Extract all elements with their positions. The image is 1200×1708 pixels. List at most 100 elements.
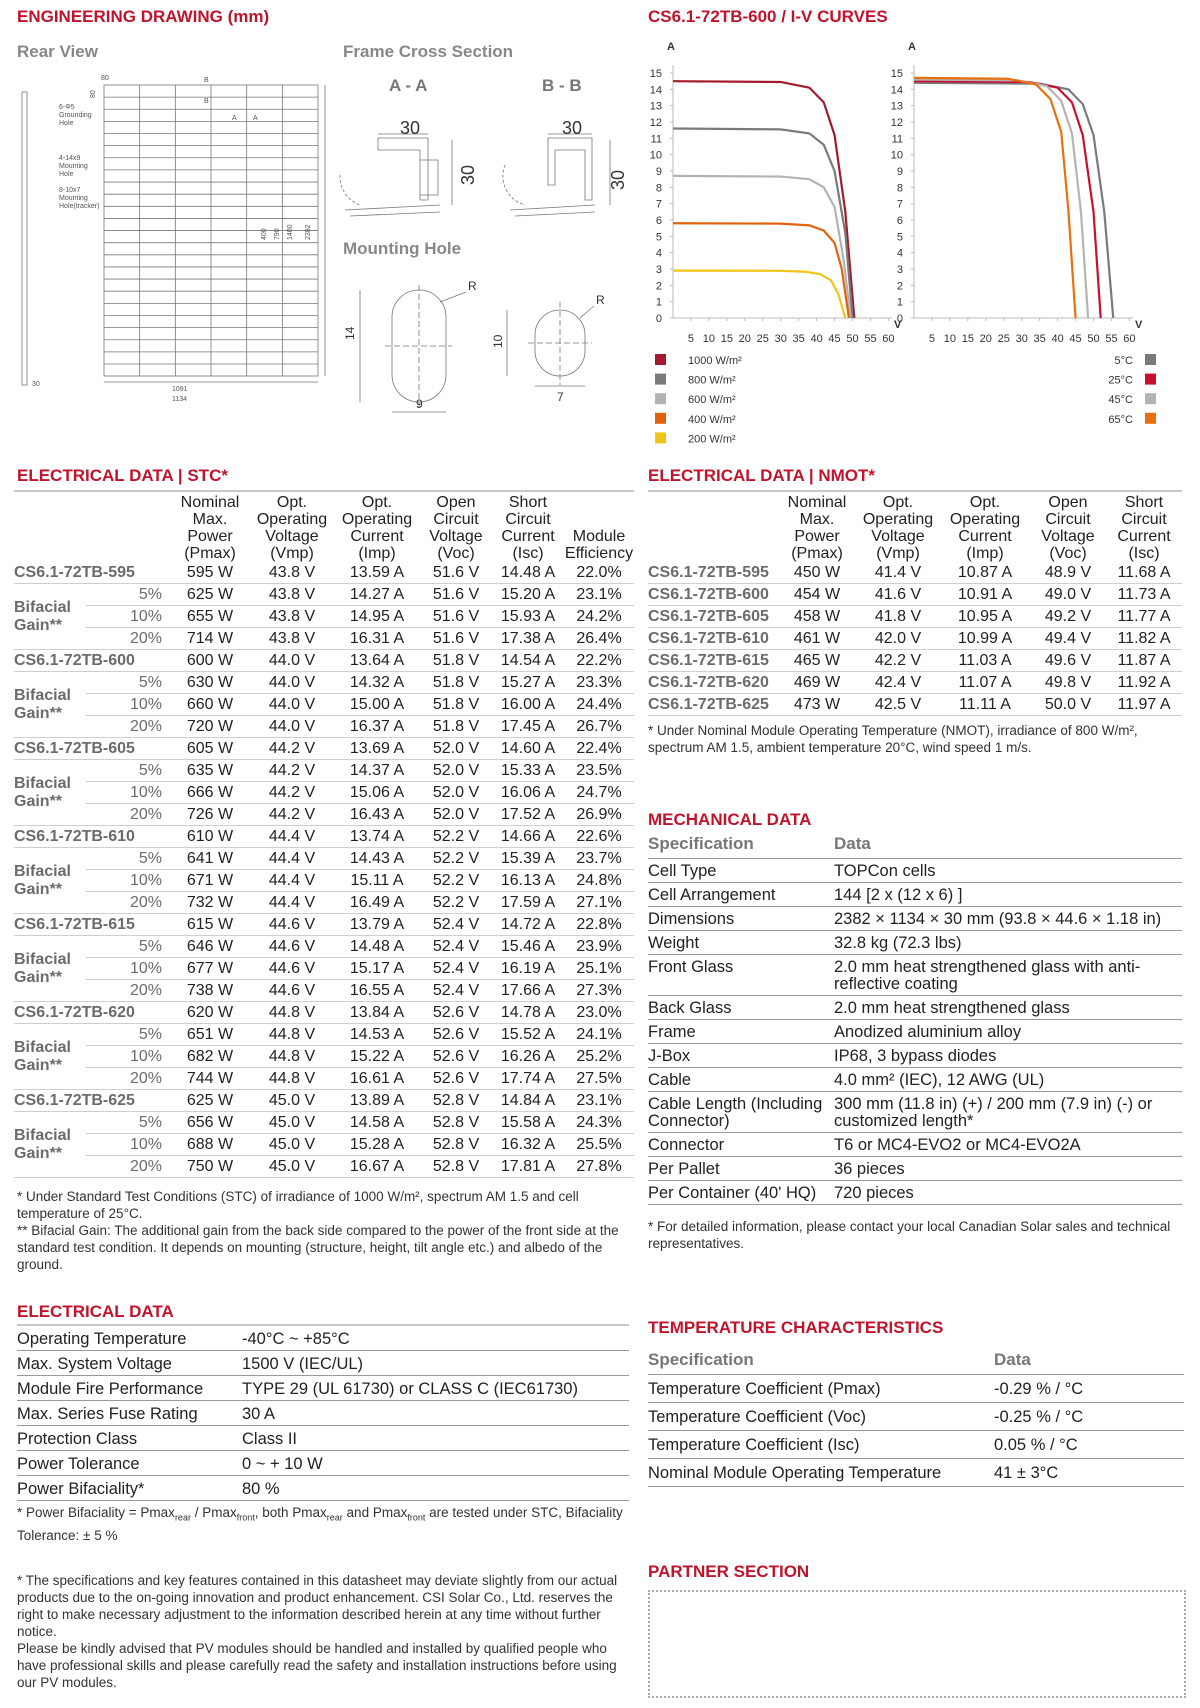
cell: 14.58 A: [334, 1111, 420, 1134]
row: Cable 4.0 mm² (IEC), 12 AWG (UL): [648, 1067, 1182, 1092]
header-line: Circuit: [505, 511, 551, 528]
cell: 42.2 V: [856, 649, 940, 672]
y-tick-label: 5: [897, 231, 903, 243]
header-line: Circuit: [1121, 511, 1167, 528]
cell: 11.03 A: [940, 649, 1030, 672]
cell: 26.7%: [564, 715, 634, 738]
drawing-label: 4-14x9: [59, 155, 81, 162]
header-line: Circuit: [433, 511, 479, 528]
gain-row: 10% 682 W 44.8 V 15.22 A 52.6 V 16.26 A 25.2%: [14, 1045, 634, 1068]
row: CS6.1-72TB-595 450 W 41.4 V 10.87 A 48.9 V 11…: [648, 562, 1182, 584]
cell: 16.37 A: [334, 715, 420, 738]
x-tick-label: 30: [775, 333, 787, 345]
cell: 13.74 A: [334, 825, 420, 848]
cell: 26.9%: [564, 803, 634, 826]
cell: 16.06 A: [492, 781, 564, 804]
legend-swatch: [655, 412, 666, 424]
y-tick-label: 10: [891, 150, 903, 162]
gain-row: Bifacial Gain** 5% 651 W 44.8 V 14.53 A 52.6 …: [14, 1023, 634, 1090]
cell: 27.1%: [564, 891, 634, 914]
value-cell: TYPE 29 (UL 61730) or CLASS C (IEC61730): [242, 1375, 629, 1401]
cell: 42.4 V: [856, 671, 940, 694]
cell: 44.6 V: [250, 979, 334, 1002]
header-line: (Isc): [512, 545, 544, 562]
view-title: Frame Cross Section: [343, 42, 513, 61]
cell: 16.31 A: [334, 627, 420, 650]
x-tick-label: 15: [962, 333, 974, 345]
cell: 25.1%: [564, 957, 634, 980]
x-tick-label: 55: [1105, 333, 1117, 345]
drawing: [21, 84, 611, 413]
header-cell: Opt. Operating Voltage (Vmp): [856, 491, 940, 562]
cell: 44.8 V: [250, 1023, 334, 1046]
row: Cable Length (Including Connector) 300 mm…: [648, 1091, 1182, 1133]
gain-row: 20% 750 W 45.0 V 16.67 A 52.8 V 17.81 A 27.8%: [14, 1155, 634, 1178]
cell: 14.43 A: [334, 847, 420, 870]
label-cell: Weight: [648, 930, 834, 955]
y-tick-label: 9: [897, 166, 903, 178]
legend-swatch: [1145, 393, 1156, 405]
gain-percent: 20%: [86, 715, 170, 738]
cell: 44.0 V: [250, 671, 334, 694]
value-cell: 0 ~ + 10 W: [242, 1450, 629, 1476]
cell: 22.0%: [564, 562, 634, 584]
cell: 52.2 V: [420, 825, 492, 848]
cell: 52.0 V: [420, 759, 492, 782]
cell: 15.11 A: [334, 869, 420, 892]
legend-swatch: [655, 373, 666, 385]
cell: 44.6 V: [250, 935, 334, 958]
note-text: and Pmax: [342, 1505, 408, 1520]
cell: 469 W: [778, 671, 856, 694]
cell: 44.2 V: [250, 781, 334, 804]
cell: 22.8%: [564, 913, 634, 936]
header-line: (Vmp): [270, 545, 314, 562]
header-line: (Imp): [966, 545, 1004, 562]
header-cell: [648, 491, 778, 562]
cell: 17.38 A: [492, 627, 564, 650]
dim-label: 9: [416, 397, 423, 411]
cell: 41.8 V: [856, 605, 940, 628]
x-tick-label: 30: [1016, 333, 1028, 345]
cell: 714 W: [170, 627, 250, 650]
axis-label: V: [1135, 319, 1143, 331]
gain-percent: 10%: [86, 781, 170, 804]
label-cell: Power Tolerance: [17, 1450, 242, 1476]
cell: 52.0 V: [420, 781, 492, 804]
gain-percent: 20%: [86, 627, 170, 650]
cell: 44.0 V: [250, 649, 334, 672]
model-name: CS6.1-72TB-600: [648, 583, 778, 606]
section-title: PARTNER SECTION: [648, 1562, 810, 1581]
cell: 49.2 V: [1030, 605, 1106, 628]
label-cell: Cell Type: [648, 858, 834, 883]
cell: 13.79 A: [334, 913, 420, 936]
cell: 732 W: [170, 891, 250, 914]
frame-profile: [377, 137, 429, 201]
cell: 461 W: [778, 627, 856, 650]
gain-row: 20% 720 W 44.0 V 16.37 A 51.8 V 17.45 A 26.7%: [14, 715, 634, 738]
legend-swatch: [655, 393, 666, 405]
label-cell: Nominal Module Operating Temperature: [648, 1458, 994, 1487]
cell: 45.0 V: [250, 1111, 334, 1134]
gain-row: 20% 726 W 44.2 V 16.43 A 52.0 V 17.52 A 26.9%: [14, 803, 634, 826]
frame-glass: [509, 204, 596, 217]
cell: 44.8 V: [250, 1001, 334, 1024]
cell: 51.6 V: [420, 562, 492, 584]
cell: 660 W: [170, 693, 250, 716]
section-label: B - B: [542, 76, 582, 95]
electrical-table: Operating Temperature -40°C ~ +85°C Max. S…: [17, 1324, 629, 1501]
cell: 43.8 V: [250, 562, 334, 584]
model-name: CS6.1-72TB-615: [14, 913, 170, 936]
disclaimer-paragraph: Please be kindly advised that PV modules…: [17, 1641, 617, 1690]
cell: 15.06 A: [334, 781, 420, 804]
cell: 44.4 V: [250, 869, 334, 892]
drawing-label: Hole: [59, 171, 74, 178]
header-line: Power: [187, 528, 233, 545]
header-cell: Nominal Max. Power (Pmax): [778, 491, 856, 562]
gain-percent: 10%: [86, 869, 170, 892]
cell: 52.4 V: [420, 913, 492, 936]
y-tick-label: 6: [897, 215, 903, 227]
cell: 25.2%: [564, 1045, 634, 1068]
cell: 45.0 V: [250, 1155, 334, 1178]
cell: 27.8%: [564, 1155, 634, 1178]
